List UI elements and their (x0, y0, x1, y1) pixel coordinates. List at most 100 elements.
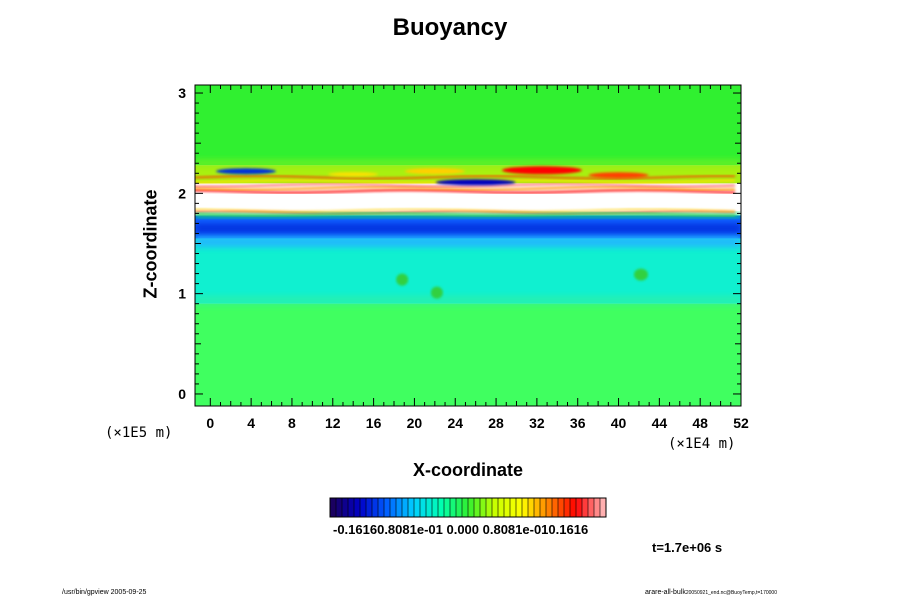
x-tick-label: 16 (366, 415, 382, 431)
colorbar-cell (522, 498, 529, 517)
colorbar-cell (426, 498, 433, 517)
colorbar-cell (516, 498, 523, 517)
colorbar-cell (558, 498, 565, 517)
x-tick-label: 40 (611, 415, 627, 431)
x-axis-unit: (×1E4 m) (668, 436, 736, 452)
buoyancy-streak (195, 210, 736, 215)
x-tick-label: 4 (247, 415, 255, 431)
colorbar-cell (570, 498, 577, 517)
transition-band (195, 223, 741, 234)
x-tick-label: 48 (692, 415, 708, 431)
colorbar-cell (336, 498, 343, 517)
colorbar-cell (354, 498, 361, 517)
buoyancy-layer (195, 303, 741, 406)
colorbar-cell (510, 498, 517, 517)
x-tick-label: 0 (206, 415, 214, 431)
x-tick-label: 20 (407, 415, 423, 431)
colorbar-cell (474, 498, 481, 517)
y-tick-label: 2 (178, 185, 186, 201)
colorbar-cell (348, 498, 355, 517)
colorbar-cell (546, 498, 553, 517)
colorbar-cell (594, 498, 601, 517)
colorbar-cell (504, 498, 511, 517)
x-tick-label: 28 (488, 415, 504, 431)
buoyancy-feature (396, 273, 409, 286)
chart-title: Buoyancy (392, 14, 508, 41)
y-tick-label: 1 (178, 286, 186, 302)
buoyancy-layer (195, 85, 741, 166)
colorbar-cell (402, 498, 409, 517)
colorbar-cell (468, 498, 475, 517)
buoyancy-streak (195, 175, 736, 180)
y-tick-label: 0 (178, 386, 186, 402)
colorbar-frame (329, 497, 607, 518)
buoyancy-feature (430, 286, 443, 299)
heatmap-field (195, 85, 741, 406)
buoyancy-streak (195, 189, 736, 194)
colorbar-cell (414, 498, 421, 517)
colorbar-cell (450, 498, 457, 517)
colorbar-cell (576, 498, 583, 517)
colorbar-cell (552, 498, 559, 517)
x-tick-label: 32 (529, 415, 545, 431)
colorbar-cell (600, 498, 607, 517)
colorbar-cell (480, 498, 487, 517)
colorbar-cell (330, 498, 337, 517)
colorbar-cell (396, 498, 403, 517)
colorbar-cell (588, 498, 595, 517)
colorbar-cell (408, 498, 415, 517)
colorbar-cell (438, 498, 445, 517)
plot-frame (194, 84, 742, 407)
colorbar-cell (366, 498, 373, 517)
buoyancy-feature (216, 168, 277, 175)
buoyancy-feature (404, 168, 465, 175)
buoyancy-layer (195, 238, 741, 304)
colorbar-cell (564, 498, 571, 517)
colorbar-cell (444, 498, 451, 517)
x-axis-label: X-coordinate (412, 460, 523, 480)
x-tick-label: 24 (447, 415, 463, 431)
colorbar-cell (456, 498, 463, 517)
colorbar-cell (540, 498, 547, 517)
buoyancy-streak (195, 186, 736, 191)
footer-right: arare-all-bulk20050921_end.nc@BuoyTemp,t… (645, 589, 777, 596)
colorbar-cell (486, 498, 493, 517)
buoyancy-feature (501, 166, 582, 175)
colorbar-cell (528, 498, 535, 517)
buoyancy-streak (195, 208, 736, 213)
y-tick-label: 3 (178, 85, 186, 101)
y-axis-unit: (×1E5 m) (105, 425, 173, 441)
buoyancy-feature (328, 172, 379, 177)
colorbar-cell (372, 498, 379, 517)
colorbar-cell (384, 498, 391, 517)
time-annotation: t=1.7e+06 s (652, 540, 723, 555)
buoyancy-streak (195, 183, 736, 188)
buoyancy-layer (195, 193, 741, 214)
footer-right-small: 20050921_end.nc@BuoyTemp,t=170000 (685, 590, 777, 596)
colorbar-cell (462, 498, 469, 517)
colorbar-cell (534, 498, 541, 517)
colorbar-cell (432, 498, 439, 517)
colorbar-cell (582, 498, 589, 517)
footer-left: /usr/bin/gpview 2005-09-25 (62, 589, 147, 596)
colorbar-cell (378, 498, 385, 517)
transition-band (195, 159, 741, 168)
colorbar-cell (498, 498, 505, 517)
colorbar-cell (360, 498, 367, 517)
transition-band (195, 295, 741, 306)
transition-band (195, 235, 741, 248)
colorbar-cell (420, 498, 427, 517)
x-tick-label: 8 (288, 415, 296, 431)
x-tick-label: 52 (733, 415, 749, 431)
buoyancy-feature (588, 172, 649, 179)
x-tick-label: 44 (652, 415, 668, 431)
footer-right-main: arare-all-bulk (645, 589, 686, 596)
x-tick-label: 12 (325, 415, 341, 431)
buoyancy-streak (195, 212, 736, 217)
x-tick-label: 36 (570, 415, 586, 431)
buoyancy-feature (633, 268, 648, 281)
colorbar-cell (342, 498, 349, 517)
buoyancy-feature (435, 179, 516, 186)
